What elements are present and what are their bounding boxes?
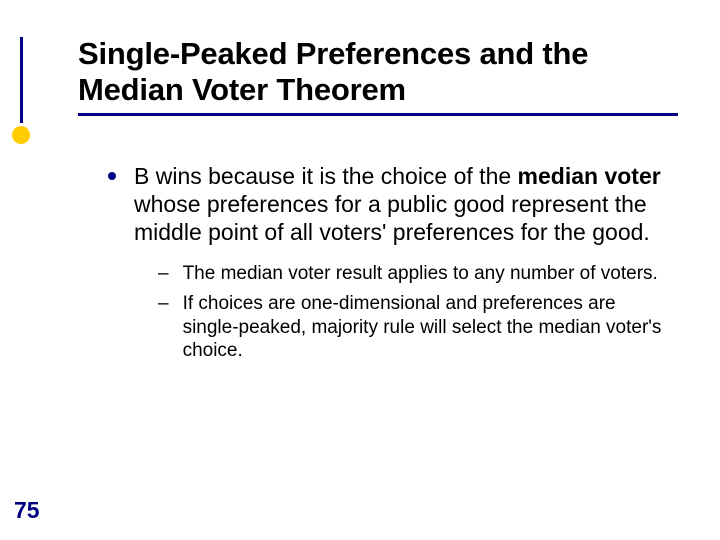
bullet-prefix: B wins because it is the choice of the: [134, 163, 518, 189]
bullet-dot-icon: [108, 172, 116, 180]
slide: Single-Peaked Preferences and the Median…: [0, 0, 720, 540]
accent-dot-icon: [12, 126, 30, 144]
accent-vertical-line: [20, 37, 23, 123]
bullet-bold: median voter: [518, 163, 661, 189]
sub-bullet-text: If choices are one-dimensional and prefe…: [183, 292, 668, 363]
sub-bullet-item: – If choices are one-dimensional and pre…: [158, 292, 668, 363]
sub-bullet-item: – The median voter result applies to any…: [158, 262, 668, 286]
bullet-item: B wins because it is the choice of the m…: [108, 162, 668, 246]
bullet-suffix: whose preferences for a public good repr…: [134, 191, 650, 245]
body-content: B wins because it is the choice of the m…: [108, 162, 668, 369]
sub-bullet-text: The median voter result applies to any n…: [183, 262, 658, 286]
bullet-text: B wins because it is the choice of the m…: [134, 162, 668, 246]
slide-title: Single-Peaked Preferences and the Median…: [78, 36, 678, 107]
dash-icon: –: [158, 262, 169, 286]
dash-icon: –: [158, 292, 169, 316]
sub-bullet-list: – The median voter result applies to any…: [158, 262, 668, 363]
page-number: 75: [14, 497, 40, 524]
title-underline: [78, 113, 678, 116]
title-block: Single-Peaked Preferences and the Median…: [78, 36, 678, 116]
